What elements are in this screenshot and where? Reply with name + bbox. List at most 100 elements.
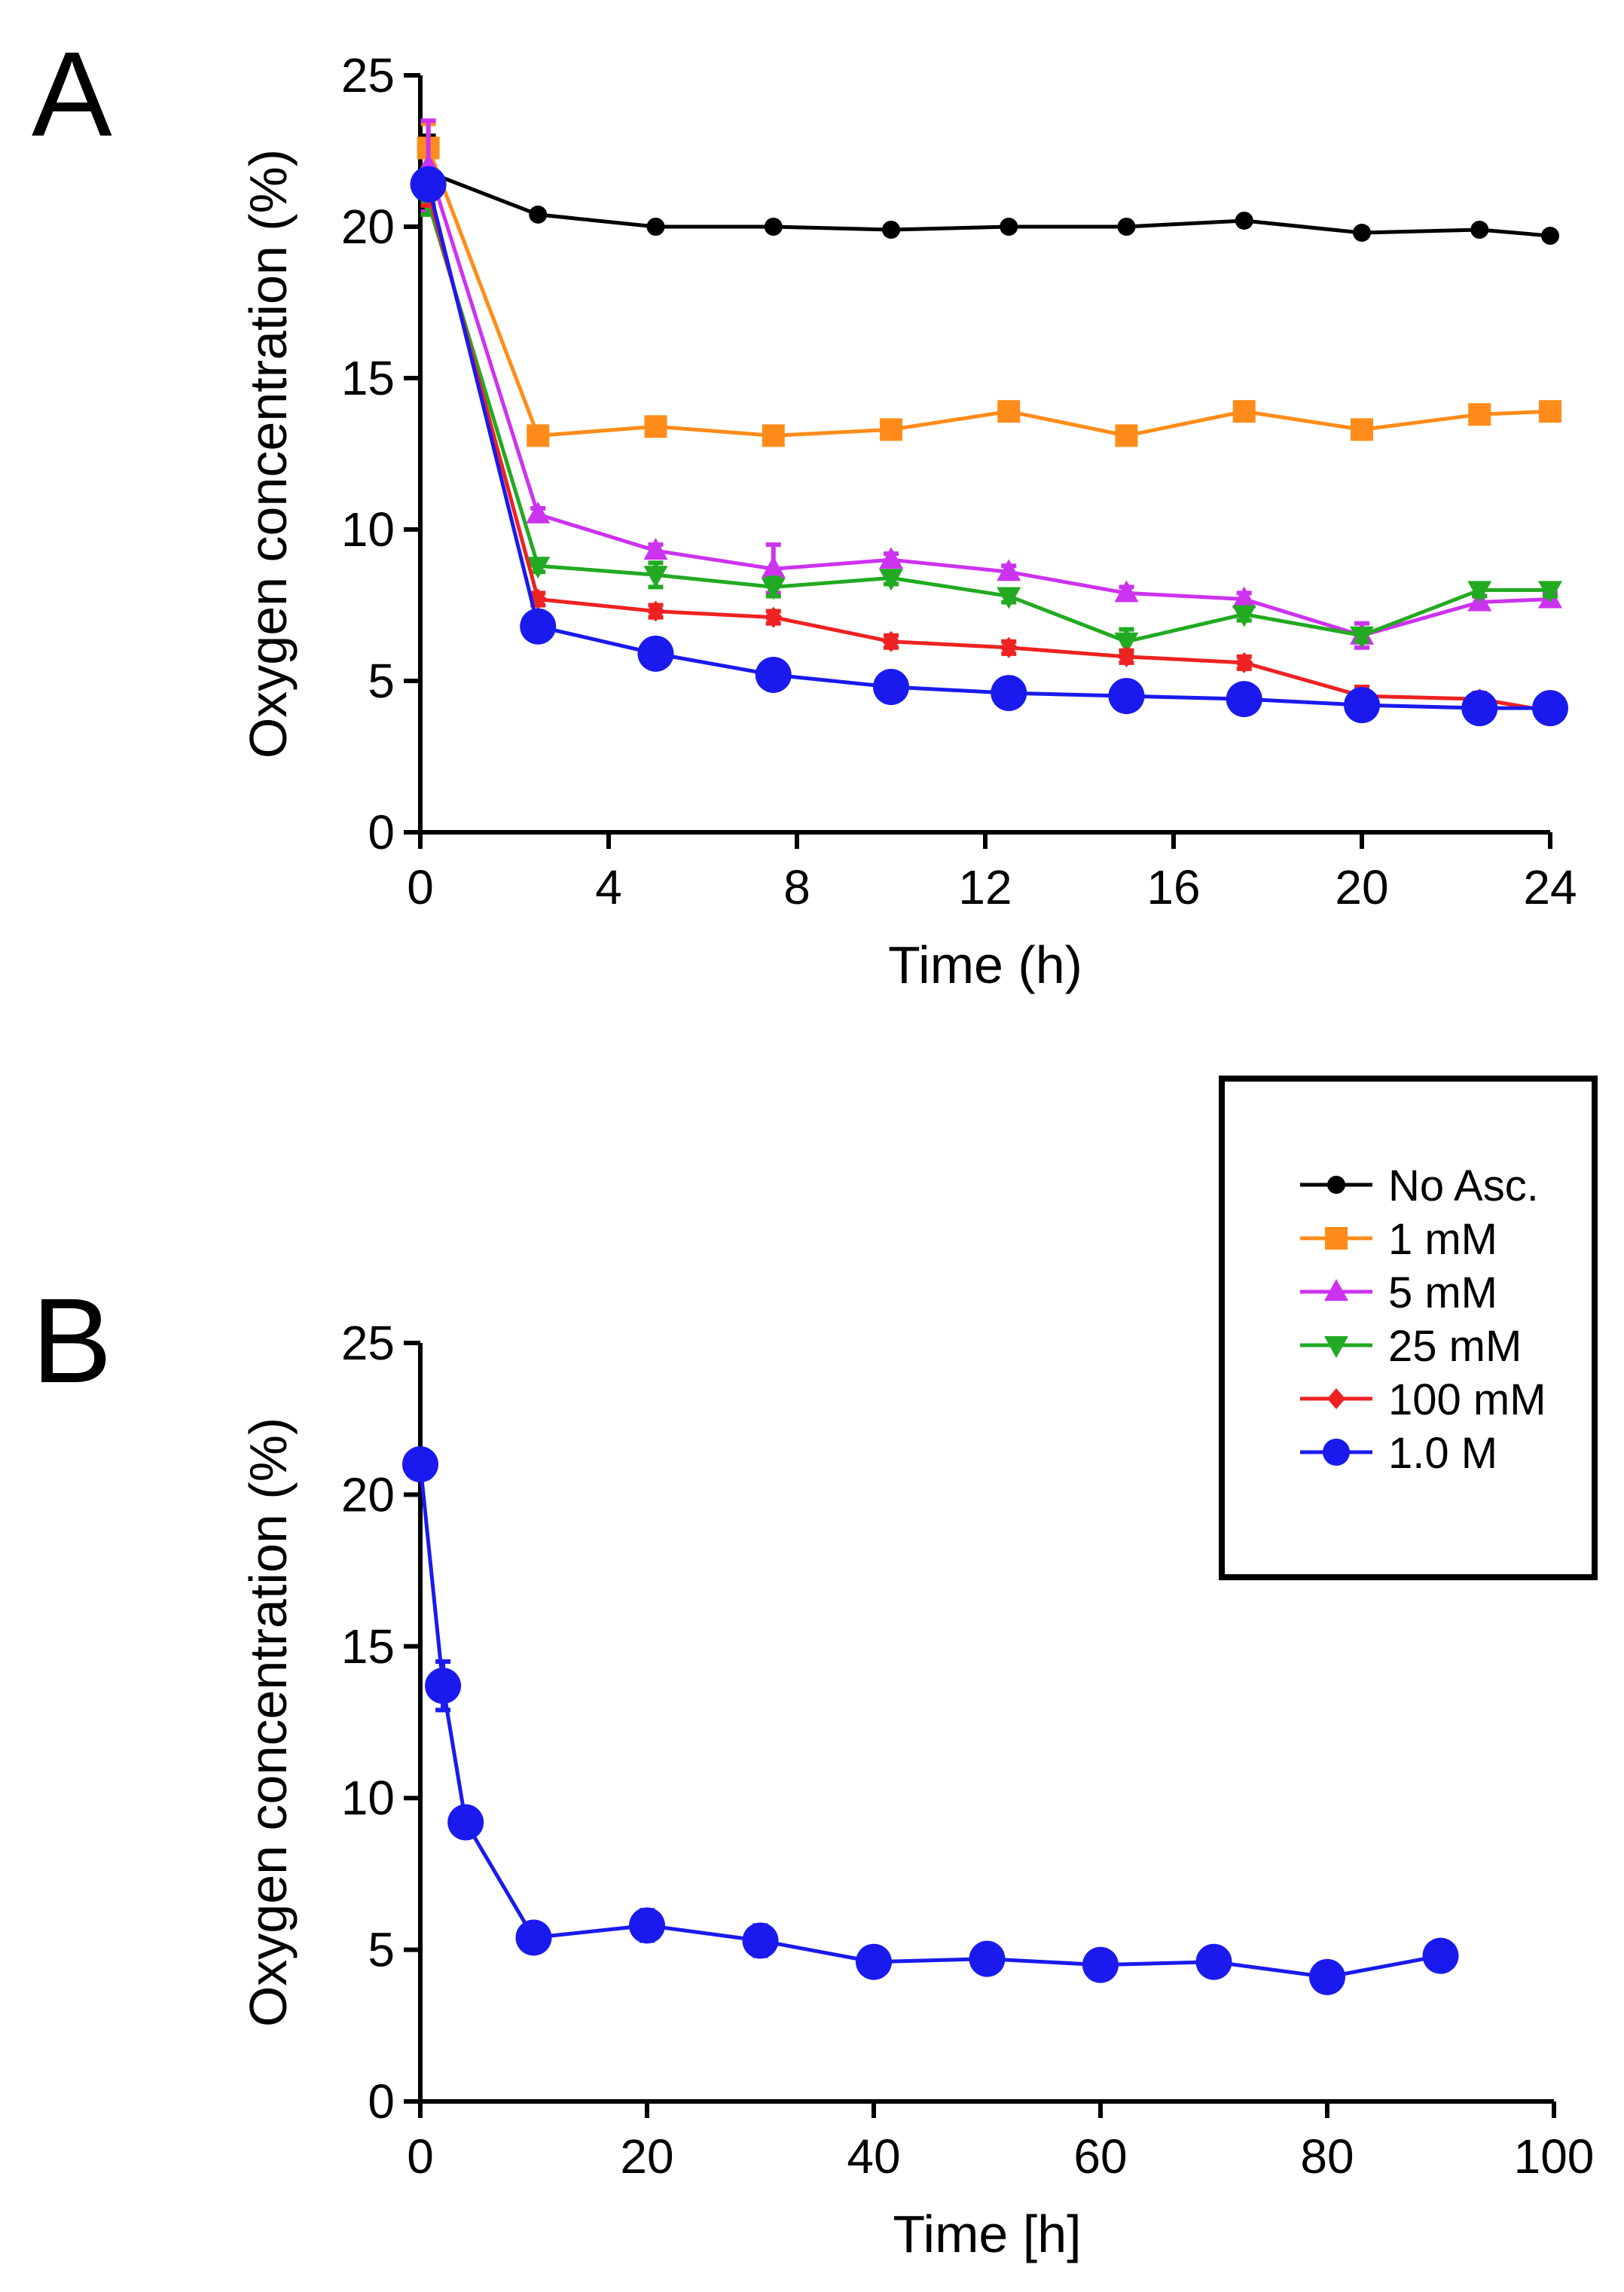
- legend-item-5-mm: 5 mM: [1300, 1268, 1497, 1317]
- panel-a-point-100-mm: [882, 630, 900, 652]
- panel-b-series-1-0-m: [402, 1446, 1459, 1995]
- legend-marker: [1324, 1279, 1348, 1301]
- panel-a-point-25-mm: [879, 569, 903, 591]
- panel-a-point-25-mm: [1350, 626, 1374, 649]
- panel-a-point-1-mm: [997, 400, 1021, 423]
- panel-a-series-no-asc: [419, 133, 1559, 246]
- panel-b-x-tick-label: 100: [1514, 2129, 1595, 2184]
- panel-a-point-1-mm: [527, 424, 550, 447]
- panel-a-y-tick-label: 10: [341, 502, 395, 557]
- legend-label: 1.0 M: [1388, 1429, 1497, 1478]
- panel-a-x-tick-label: 4: [595, 860, 622, 914]
- legend-label: 1 mM: [1388, 1215, 1497, 1264]
- panel-b-point-1-0-m: [856, 1943, 892, 1980]
- panel-a-point-no-asc: [764, 218, 783, 236]
- legend-box: [1219, 1076, 1598, 1580]
- panel-a-point-1-0-m: [1532, 690, 1568, 727]
- legend-label: No Asc.: [1388, 1161, 1539, 1210]
- panel-a-point-5-mm: [997, 559, 1021, 581]
- panel-a-point-5-mm: [526, 501, 551, 523]
- panel-b-y-tick-label: 20: [341, 1467, 395, 1521]
- panel-a-point-1-0-m: [1108, 678, 1145, 715]
- panel-b-point-1-0-m: [515, 1919, 552, 1956]
- legend-item-no-asc: No Asc.: [1300, 1161, 1539, 1210]
- panel-a-y-axis-title: Oxygen concentration (%): [239, 149, 298, 758]
- panel-a-point-5-mm: [643, 538, 668, 560]
- panel-b-y-tick-label: 5: [368, 1923, 395, 1977]
- panel-b-x-tick-label: 80: [1300, 2129, 1354, 2184]
- panel-a-point-no-asc: [529, 205, 548, 224]
- panel-a-y-tick-label: 0: [368, 805, 395, 859]
- panel-b-x-axis-title: Time [h]: [893, 2205, 1081, 2263]
- panel-b-x-tick-label: 40: [847, 2129, 900, 2184]
- panel-b-x-tick-label: 0: [407, 2129, 434, 2184]
- panel-a-point-5-mm: [1114, 580, 1139, 603]
- panel-b-point-1-0-m: [402, 1446, 438, 1483]
- panel-a-point-100-mm: [1000, 636, 1018, 658]
- panel-a-point-no-asc: [1235, 211, 1253, 230]
- legend-label: 25 mM: [1388, 1322, 1522, 1371]
- panel-a-point-no-asc: [646, 218, 665, 236]
- panel-a-series-1-mm: [417, 121, 1561, 447]
- panel-b-y-axis-title: Oxygen concentration (%): [239, 1418, 298, 2027]
- panel-a-series-line-no-asc: [427, 170, 1551, 238]
- legend-item-1-0-m: 1.0 M: [1300, 1429, 1497, 1478]
- panel-b-y-tick-label: 0: [368, 2074, 395, 2129]
- panel-b-y-tick-label: 10: [341, 1771, 395, 1825]
- panel-a-series-line-25-mm: [426, 202, 1550, 644]
- panel-a-point-25-mm: [1232, 605, 1256, 627]
- panel-a-y-tick-label: 5: [368, 654, 395, 708]
- legend-item-1-mm: 1 mM: [1300, 1215, 1497, 1264]
- panel-a-point-1-mm: [1539, 400, 1561, 423]
- panel-a-point-no-asc: [1000, 218, 1018, 236]
- panel-a-point-100-mm: [646, 600, 665, 622]
- panel-a-point-1-0-m: [520, 608, 557, 645]
- legend-marker: [1324, 1336, 1348, 1358]
- panel-b-x-tick-label: 20: [620, 2129, 673, 2184]
- panel-a-series-25-mm: [416, 188, 1562, 656]
- panel-b-point-1-0-m: [742, 1922, 779, 1959]
- panel-a-point-1-mm: [1351, 418, 1373, 441]
- panel-a-x-tick-label: 12: [958, 860, 1012, 914]
- panel-b-point-1-0-m: [1422, 1937, 1459, 1974]
- panel-a-point-no-asc: [1353, 224, 1371, 243]
- panel-a-point-1-0-m: [991, 675, 1027, 712]
- panel-a-point-no-asc: [1541, 227, 1559, 246]
- panel-a-point-1-0-m: [410, 166, 447, 203]
- panel-a-point-1-mm: [880, 418, 902, 441]
- panel-a-y-tick-label: 25: [341, 48, 395, 102]
- panel-a-series-line-5-mm: [426, 165, 1551, 638]
- panel-b-y-tick-label: 25: [341, 1316, 395, 1370]
- panel-a-point-no-asc: [1117, 218, 1136, 236]
- legend-label: 5 mM: [1388, 1268, 1497, 1317]
- panel-b-point-1-0-m: [969, 1940, 1006, 1977]
- panel-b-point-1-0-m: [1082, 1946, 1119, 1983]
- panel-a-x-tick-label: 20: [1335, 860, 1388, 914]
- panel-a-point-1-0-m: [1226, 681, 1262, 718]
- panel-a-x-tick-label: 8: [783, 860, 810, 914]
- panel-a-y-tick-label: 20: [341, 200, 395, 254]
- legend-marker: [1327, 1388, 1345, 1409]
- panel-b-point-1-0-m: [629, 1907, 665, 1944]
- panel-a-point-100-mm: [764, 606, 783, 628]
- panel-a-x-tick-label: 0: [407, 860, 434, 914]
- panel-a-point-1-mm: [1232, 400, 1256, 423]
- panel-a-point-1-0-m: [873, 669, 909, 706]
- legend-marker: [1323, 1439, 1350, 1466]
- panel-a-point-25-mm: [1538, 581, 1562, 603]
- panel-a-point-25-mm: [1467, 581, 1492, 603]
- panel-a-point-no-asc: [882, 221, 900, 240]
- legend-label: 100 mM: [1388, 1375, 1546, 1424]
- panel-a-series-line-100-mm: [426, 193, 1551, 713]
- panel-label-a: A: [32, 26, 112, 161]
- panel-b-plot: 0 5 10 15 20 25 0 20 40 60 80 100 Time [h] Oxygen con…: [239, 1316, 1594, 2263]
- panel-b-point-1-0-m: [447, 1804, 484, 1841]
- panel-a-y-tick-label: 15: [341, 351, 395, 405]
- panel-a-point-1-mm: [1115, 424, 1138, 447]
- panel-b-point-1-0-m: [1309, 1958, 1345, 1995]
- panel-a-point-25-mm: [643, 566, 668, 588]
- panel-a-point-100-mm: [1117, 645, 1136, 667]
- panel-b-x-tick-label: 60: [1073, 2129, 1127, 2184]
- panel-a-point-5-mm: [1232, 586, 1256, 609]
